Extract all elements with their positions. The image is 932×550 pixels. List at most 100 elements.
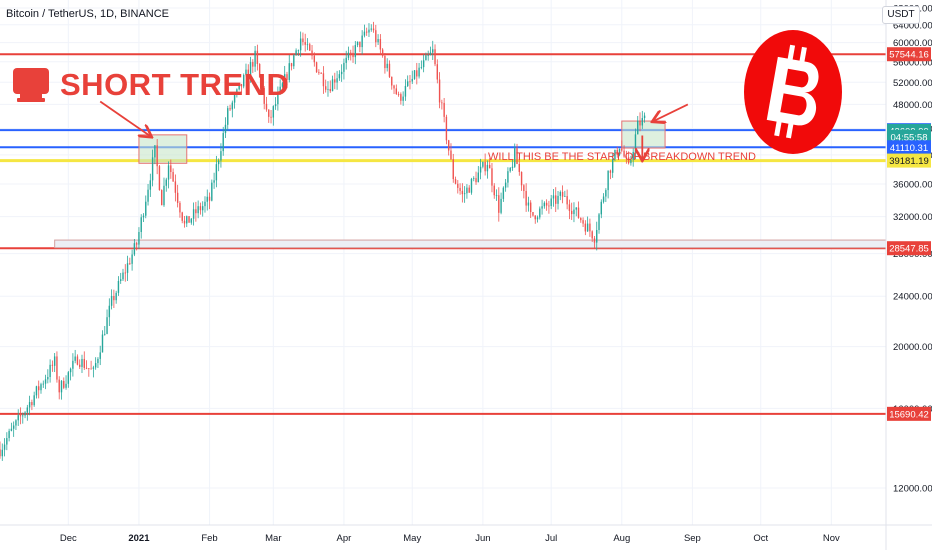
candle-body — [211, 182, 213, 201]
candle-body — [336, 78, 338, 83]
candle-body — [443, 102, 445, 117]
candle-body — [525, 191, 527, 206]
candle-body — [621, 148, 623, 151]
candle-body — [202, 206, 204, 211]
candle-body — [418, 67, 420, 77]
price-tick-label: 12000.00 — [893, 484, 932, 495]
candle-body — [297, 50, 300, 52]
candle-body — [507, 171, 509, 183]
time-tick-label: Nov — [823, 533, 840, 544]
price-tick-label: 24000.00 — [893, 292, 932, 303]
candle-body — [35, 386, 38, 396]
candle-body — [577, 207, 580, 218]
candle-body — [306, 44, 309, 46]
candle-body — [523, 185, 525, 192]
candle-body — [475, 178, 477, 183]
candle-body — [204, 201, 206, 207]
time-tick-label: Aug — [613, 533, 630, 544]
candle-body — [570, 210, 573, 215]
time-tick-label: Jul — [545, 533, 557, 544]
candle-body — [605, 190, 607, 197]
candle-body — [589, 223, 591, 232]
candle-body — [529, 202, 532, 213]
candle-body — [238, 84, 240, 90]
candle-body — [338, 74, 341, 79]
candle-body — [283, 74, 286, 84]
breakdown-annotation: WILL THIS BE THE START OF BREAKDOWN TREN… — [488, 151, 756, 163]
short-trend-text: SHORT TREND — [60, 67, 290, 102]
candle-body — [618, 148, 621, 155]
candle-body — [514, 148, 516, 167]
candle-body — [372, 28, 375, 31]
candle-body — [397, 94, 400, 95]
candle-body — [161, 190, 163, 206]
candle-body — [299, 38, 302, 51]
candle-body — [459, 187, 461, 191]
time-tick-label: Apr — [337, 533, 352, 544]
candle-body — [63, 380, 65, 388]
candle-body — [268, 109, 270, 117]
candle-body — [245, 69, 247, 75]
candle-body — [532, 212, 534, 216]
candle-body — [561, 191, 564, 197]
candle-body — [249, 62, 252, 77]
candle-body — [388, 63, 391, 77]
candle-body — [634, 134, 637, 153]
candle-body — [484, 161, 486, 172]
candle-body — [58, 379, 60, 393]
candle-body — [40, 384, 42, 391]
candle-body — [466, 187, 468, 194]
candle-body — [402, 96, 404, 101]
candle-body — [108, 305, 111, 318]
candle-body — [15, 420, 17, 426]
candle-body — [452, 159, 454, 180]
time-tick-label: Mar — [265, 533, 281, 544]
candle-body — [129, 263, 131, 265]
candle-body — [10, 428, 13, 431]
candle-body — [614, 149, 616, 160]
annotation-arrow — [654, 103, 689, 121]
candle-body — [188, 216, 190, 223]
candle-body — [165, 179, 167, 186]
candle-body — [74, 356, 76, 361]
price-label: 57544.16 — [889, 50, 929, 61]
price-tick-label: 20000.00 — [893, 342, 932, 353]
candle-body — [404, 85, 407, 97]
highlight-box — [621, 120, 666, 149]
candle-body — [233, 94, 236, 103]
candle-body — [293, 55, 295, 67]
price-label: 28547.85 — [889, 244, 929, 255]
candle-body — [516, 148, 518, 164]
candle-body — [359, 41, 361, 48]
price-label: 39181.19 — [889, 156, 929, 167]
price-label: 15690.42 — [889, 409, 929, 420]
monitor-icon — [13, 68, 49, 102]
candle-body — [208, 196, 211, 201]
candle-body — [511, 166, 514, 168]
candle-body — [213, 180, 215, 183]
candle-body — [142, 215, 145, 218]
price-label-bg — [887, 140, 931, 155]
candle-body — [630, 159, 632, 164]
bitcoin-logo — [744, 30, 842, 154]
candle-body — [491, 168, 493, 186]
candle-body — [72, 360, 74, 369]
candle-body — [94, 363, 97, 368]
candle-body — [438, 79, 441, 103]
candle-body — [3, 444, 6, 450]
candle-body — [167, 165, 170, 180]
candle-body — [286, 74, 288, 80]
candle-body — [416, 70, 418, 77]
candle-body — [632, 152, 634, 160]
candle-body — [598, 214, 600, 231]
currency-button[interactable]: USDT — [882, 6, 920, 24]
candle-body — [318, 72, 320, 74]
price-labels: 57544.1643731.7243609.9904:55:5841110.31… — [887, 47, 931, 421]
candle-body — [461, 190, 464, 195]
candle-body — [220, 151, 222, 161]
candle-body — [468, 187, 470, 193]
candle-body — [65, 383, 67, 388]
candle-body — [573, 209, 575, 215]
candle-body — [520, 171, 523, 186]
